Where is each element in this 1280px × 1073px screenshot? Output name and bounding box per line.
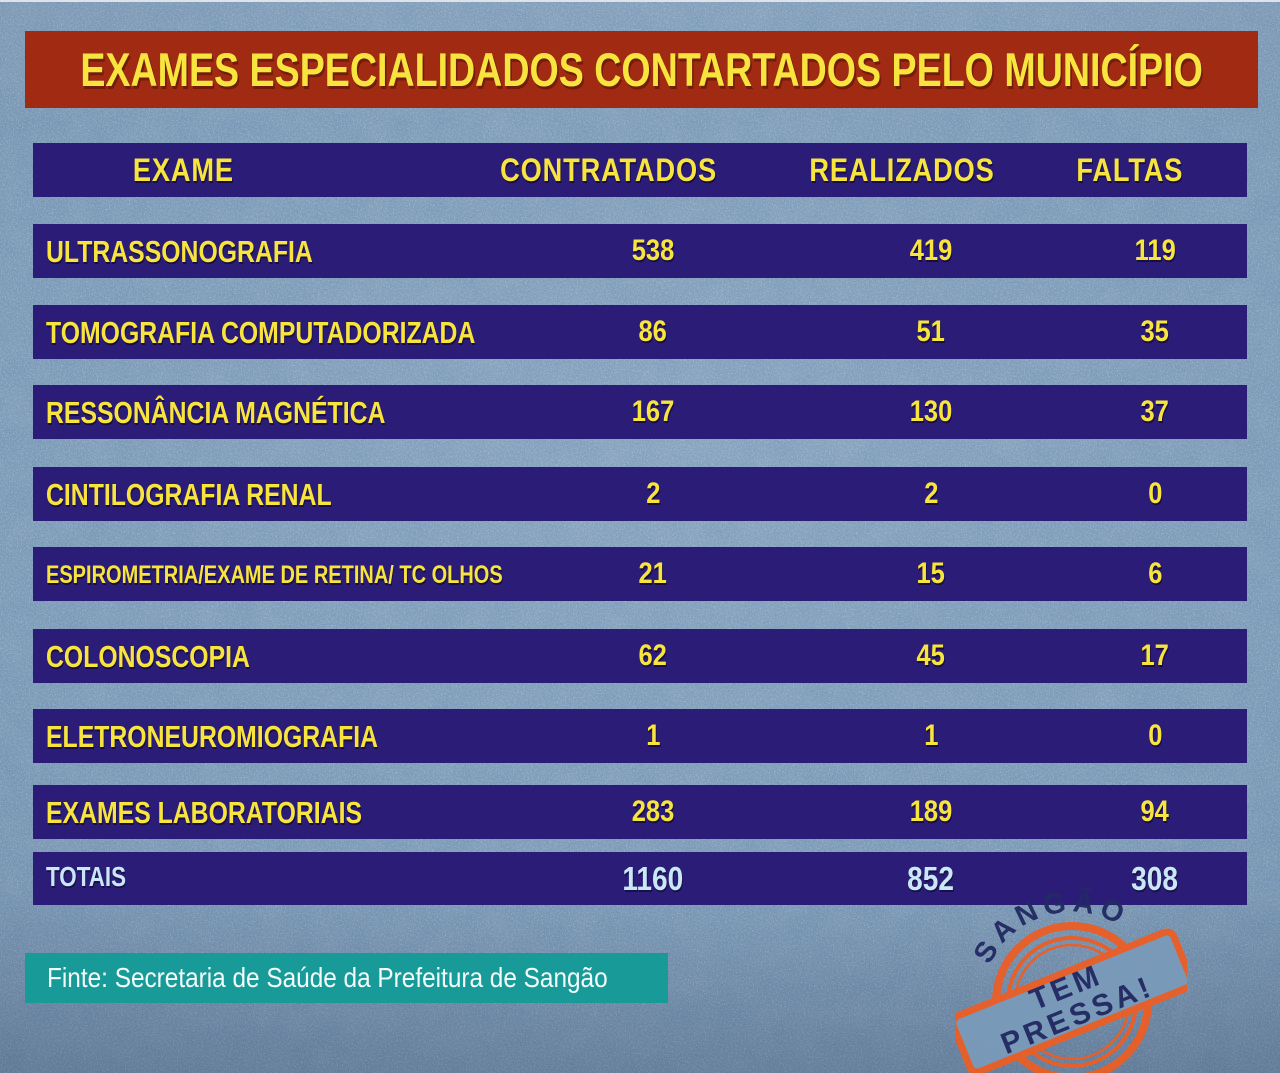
cell-faltas: 37 [1140, 395, 1170, 428]
cell-contratados: 21 [638, 557, 668, 590]
stamp-band [955, 928, 1187, 1073]
top-edge-line [0, 0, 1280, 2]
exam-name: CINTILOGRAFIA RENAL [46, 477, 332, 512]
exam-name: ULTRASSONOGRAFIA [46, 234, 313, 269]
cell-faltas: 35 [1140, 315, 1170, 348]
table-row: CINTILOGRAFIA RENAL 2 2 0 [33, 467, 1247, 521]
totals-label: TOTAIS [46, 861, 127, 892]
cell-contratados: 2 [645, 477, 661, 510]
cell-realizados: 130 [909, 395, 953, 428]
table-row: ELETRONEUROMIOGRAFIA 1 1 0 [33, 709, 1247, 763]
cell-faltas: 6 [1147, 557, 1163, 590]
cell-contratados: 62 [638, 639, 668, 672]
column-header-contratados: CONTRATADOS [500, 151, 718, 188]
page-title: EXAMES ESPECIALIDADOS CONTARTADOS PELO M… [80, 43, 1203, 96]
totals-realizados: 852 [907, 860, 955, 897]
cell-realizados: 45 [916, 639, 946, 672]
exam-name: ELETRONEUROMIOGRAFIA [46, 719, 379, 754]
column-header-exame: EXAME [132, 151, 234, 188]
table-row: RESSONÂNCIA MAGNÉTICA 167 130 37 [33, 385, 1247, 439]
table-row: TOMOGRAFIA COMPUTADORIZADA 86 51 35 [33, 305, 1247, 359]
exam-name: COLONOSCOPIA [46, 639, 250, 674]
exam-name: ESPIROMETRIA/EXAME DE RETINA/ TC OLHOS [46, 561, 503, 589]
exam-name: TOMOGRAFIA COMPUTADORIZADA [46, 315, 476, 350]
cell-contratados: 538 [631, 234, 675, 267]
exam-name: RESSONÂNCIA MAGNÉTICA [46, 395, 386, 430]
cell-realizados: 15 [916, 557, 946, 590]
cell-faltas: 17 [1140, 639, 1170, 672]
cell-realizados: 2 [923, 477, 939, 510]
cell-faltas: 119 [1134, 234, 1176, 267]
column-header-faltas: FALTAS [1076, 151, 1184, 188]
column-header-realizados: REALIZADOS [809, 151, 995, 188]
source-text: Finte: Secretaria de Saúde da Prefeitura… [47, 962, 608, 993]
title-banner: EXAMES ESPECIALIDADOS CONTARTADOS PELO M… [25, 31, 1258, 108]
cell-contratados: 1 [645, 719, 661, 752]
cell-faltas: 0 [1147, 477, 1163, 510]
table-row: COLONOSCOPIA 62 45 17 [33, 629, 1247, 683]
cell-realizados: 51 [916, 315, 946, 348]
table-row: ESPIROMETRIA/EXAME DE RETINA/ TC OLHOS 2… [33, 547, 1247, 601]
stamp-sangao-tem-pressa: SANGÃO TEM PRESSA! [955, 888, 1187, 1073]
cell-contratados: 86 [638, 315, 668, 348]
cell-faltas: 0 [1147, 719, 1163, 752]
totals-contratados: 1160 [622, 860, 684, 897]
source-banner: Finte: Secretaria de Saúde da Prefeitura… [25, 953, 668, 1003]
table-header-row: EXAME CONTRATADOS REALIZADOS FALTAS [33, 143, 1247, 197]
cell-contratados: 167 [631, 395, 675, 428]
cell-realizados: 189 [909, 795, 953, 828]
cell-realizados: 1 [923, 719, 939, 752]
cell-contratados: 283 [631, 795, 675, 828]
exam-name: EXAMES LABORATORIAIS [46, 795, 362, 830]
table-row: ULTRASSONOGRAFIA 538 419 119 [33, 224, 1247, 278]
table-totals-row: TOTAIS 1160 852 308 [33, 852, 1247, 905]
totals-faltas: 308 [1131, 860, 1179, 897]
cell-faltas: 94 [1140, 795, 1170, 828]
cell-realizados: 419 [909, 234, 953, 267]
table-row: EXAMES LABORATORIAIS 283 189 94 [33, 785, 1247, 839]
